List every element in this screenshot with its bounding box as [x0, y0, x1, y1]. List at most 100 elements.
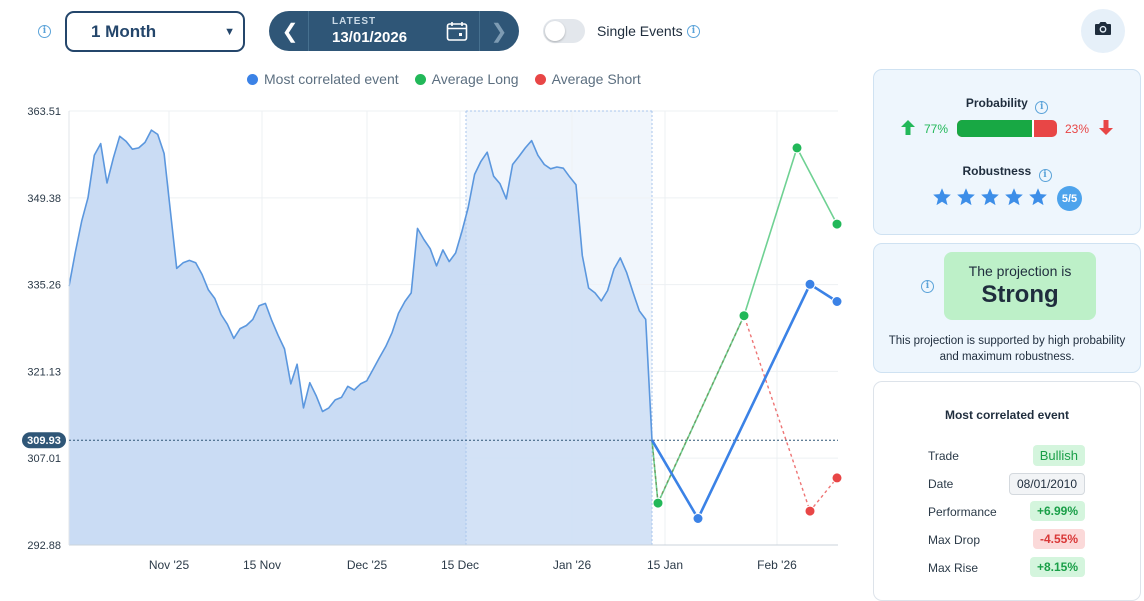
legend-dot [247, 73, 258, 85]
long-percentage: 77% [924, 122, 949, 136]
x-tick-label: 15 Nov [243, 558, 281, 572]
robustness-info-icon[interactable]: i [1038, 169, 1052, 182]
robustness-stars [932, 187, 1048, 207]
date-value[interactable]: 13/01/2026 [332, 29, 408, 46]
event-row-max-drop: Max Drop -4.55% [874, 529, 1140, 551]
star-icon [1005, 188, 1023, 206]
date-navigator: ❮ LATEST 13/01/2026 ❯ [269, 11, 519, 51]
series-point [831, 472, 843, 484]
price-chart[interactable]: 363.51 349.38 335.26 321.13 307.01 292.88 Nov … [0, 95, 860, 589]
y-tick-label: 292.88 [27, 540, 61, 552]
period-info-icon[interactable]: i [38, 25, 51, 38]
probability-title: Probability i [874, 96, 1140, 114]
legend-item-most-correlated[interactable]: Most correlated event [247, 71, 399, 87]
series-point [652, 497, 664, 509]
event-row-label: Trade [928, 449, 959, 463]
history-line [68, 129, 653, 441]
event-row-value: +6.99% [1029, 501, 1085, 521]
event-row-max-rise: Max Rise +8.15% [874, 557, 1140, 579]
single-events-info-icon[interactable]: i [687, 25, 700, 38]
probability-title-text: Probability [965, 96, 1028, 110]
toggle-knob [545, 21, 565, 41]
current-value-label: 309.93 [27, 435, 61, 447]
series-point [804, 278, 816, 290]
period-select[interactable]: 1 Month ▼ [65, 11, 245, 52]
projection-info-icon[interactable]: i [921, 280, 934, 293]
period-select-value: 1 Month [91, 21, 157, 41]
x-tick-label: Nov '25 [149, 558, 190, 572]
arrow-up-icon [901, 120, 915, 140]
legend-dot [414, 73, 426, 85]
projection-strength: Strong [981, 281, 1059, 308]
chevron-down-icon: ▼ [224, 25, 235, 38]
x-tick-label: Jan '26 [553, 558, 592, 572]
series-point [804, 505, 816, 517]
history-area [69, 130, 652, 545]
x-tick-label: 15 Dec [441, 558, 479, 572]
event-row-value: 08/01/2010 [1008, 473, 1085, 495]
event-row-value: +8.15% [1029, 557, 1085, 577]
legend-item-average-long[interactable]: Average Long [414, 71, 519, 87]
legend-label: Most correlated event [264, 71, 399, 87]
event-row-label: Max Drop [928, 533, 981, 547]
y-tick-label: 321.13 [27, 366, 61, 378]
star-icon [933, 188, 951, 206]
series-point [738, 310, 750, 322]
probability-bar-long [957, 120, 1034, 137]
nav-divider [479, 11, 480, 51]
probability-panel: Probability i 77% 23% Robustness i 5/5 [873, 69, 1141, 235]
event-row-date: Date 08/01/2010 [874, 473, 1140, 495]
single-events-label: Single Events [597, 23, 683, 39]
legend-label: Average Short [551, 71, 641, 87]
series-point [831, 218, 843, 230]
screenshot-button[interactable] [1081, 9, 1125, 53]
x-tick-label: Feb '26 [757, 558, 797, 572]
robustness-title-text: Robustness [962, 164, 1032, 178]
next-date-button[interactable]: ❯ [480, 11, 518, 51]
camera-icon [1094, 21, 1112, 41]
y-tick-label: 363.51 [27, 106, 61, 118]
robustness-title: Robustness i [874, 164, 1140, 182]
star-icon [1029, 188, 1047, 206]
projection-description: This projection is supported by high pro… [888, 335, 1126, 363]
x-tick-label: Dec '25 [347, 558, 388, 572]
event-row-value: Bullish [1032, 445, 1085, 466]
projection-box: The projection is Strong [944, 252, 1096, 320]
projection-label: The projection is [968, 263, 1072, 279]
legend-label: Average Long [431, 71, 519, 87]
single-events-toggle[interactable] [543, 19, 585, 43]
x-tick-label: 15 Jan [647, 558, 683, 572]
nav-divider [308, 11, 309, 51]
event-row-value: -4.55% [1032, 529, 1085, 549]
series-line-most-correlated-event [650, 283, 838, 520]
calendar-icon[interactable] [446, 21, 468, 46]
chevron-right-icon: ❯ [490, 20, 508, 43]
event-row-label: Max Rise [928, 561, 979, 575]
star-icon [957, 188, 975, 206]
projection-panel: i The projection is Strong This projecti… [873, 243, 1141, 373]
robustness-badge: 5/5 [1057, 186, 1082, 211]
event-row-performance: Performance +6.99% [874, 501, 1140, 523]
probability-info-icon[interactable]: i [1035, 101, 1049, 114]
y-tick-label: 335.26 [27, 280, 61, 292]
short-percentage: 23% [1065, 122, 1090, 136]
previous-date-button[interactable]: ❮ [271, 11, 309, 51]
probability-bar [957, 120, 1057, 137]
series-point [791, 142, 803, 154]
star-icon [981, 188, 999, 206]
date-label: LATEST [332, 16, 377, 27]
event-row-label: Date [928, 477, 954, 491]
chevron-left-icon: ❮ [281, 20, 299, 43]
event-panel-title: Most correlated event [944, 408, 1070, 422]
arrow-down-icon [1099, 120, 1113, 140]
y-tick-label: 349.38 [27, 193, 61, 205]
event-row-trade: Trade Bullish [874, 445, 1140, 467]
series-line-average-long [651, 147, 838, 504]
legend-item-average-short[interactable]: Average Short [534, 71, 641, 87]
y-tick-label: 307.01 [27, 453, 61, 465]
series-point [831, 296, 843, 307]
series-point [692, 513, 704, 524]
chart-legend: Most correlated event Average Long Avera… [247, 71, 641, 87]
highlight-overlay [466, 111, 652, 545]
series-line-average-short [651, 315, 838, 512]
